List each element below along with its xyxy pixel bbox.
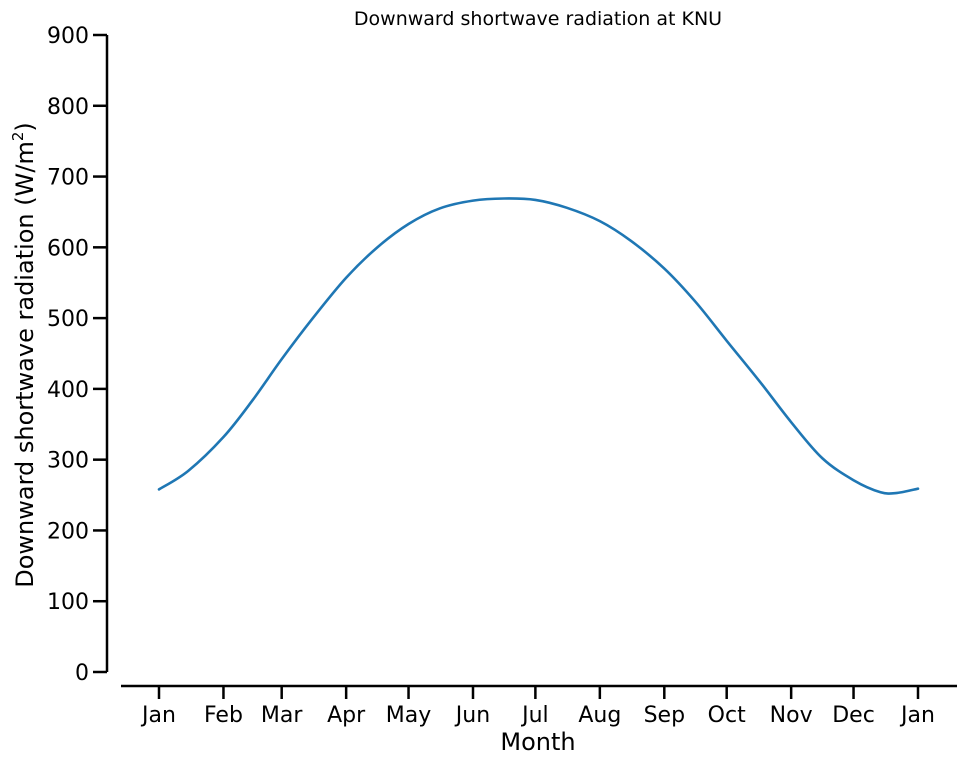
x-axis-label: Month <box>500 728 575 756</box>
y-axis-label-main: Downward shortwave radiation (W/m <box>11 141 39 588</box>
y-tick-label: 900 <box>47 24 89 49</box>
chart-title: Downward shortwave radiation at KNU <box>354 8 722 30</box>
series-line <box>157 197 920 495</box>
y-tick-label: 0 <box>75 661 89 686</box>
x-tick-label: Jan <box>140 703 176 728</box>
x-tick-label: Mar <box>261 703 303 728</box>
x-tick-label: Dec <box>832 703 875 728</box>
y-tick-label: 600 <box>47 236 89 261</box>
y-tick-label: 200 <box>47 519 89 544</box>
y-tick-label: 400 <box>47 378 89 403</box>
y-axis-label: Downward shortwave radiation (W/m2) <box>9 122 39 588</box>
y-tick-label: 500 <box>47 307 89 332</box>
x-tick-label: Oct <box>708 703 746 728</box>
x-tick-label: Aug <box>578 703 621 728</box>
x-tick-label: Apr <box>327 703 366 728</box>
x-tick-label: Jul <box>520 703 549 728</box>
y-axis-label-superscript: 2 <box>9 132 27 142</box>
x-tick-label: Feb <box>204 703 243 728</box>
x-tick-label: Jan <box>899 703 935 728</box>
plot-area: 0 100 200 300 400 500 600 700 800 900 Jan Feb Mar Apr… <box>47 24 957 728</box>
y-tick-label: 700 <box>47 166 89 191</box>
x-tick-label: Sep <box>644 703 685 728</box>
x-tick-label: May <box>386 703 431 728</box>
y-tick-label: 100 <box>47 590 89 615</box>
x-tick-label: Jun <box>454 703 490 728</box>
y-tick-label: 800 <box>47 95 89 120</box>
y-axis-label-suffix: ) <box>11 122 39 131</box>
x-tick-label: Nov <box>770 703 813 728</box>
y-tick-label: 300 <box>47 449 89 474</box>
